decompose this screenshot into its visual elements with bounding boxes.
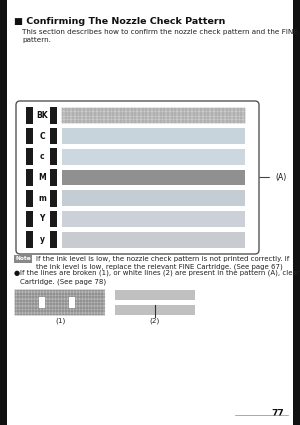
Bar <box>26 107 33 124</box>
Text: ●: ● <box>14 270 20 276</box>
Bar <box>62 149 245 164</box>
Text: y: y <box>40 235 44 244</box>
Bar <box>50 107 57 124</box>
Bar <box>26 210 33 227</box>
FancyBboxPatch shape <box>16 101 259 254</box>
Bar <box>50 169 57 186</box>
Bar <box>62 128 245 144</box>
Bar <box>26 128 33 144</box>
Bar <box>69 297 72 301</box>
Bar <box>0 0 7 425</box>
Text: M: M <box>38 173 46 182</box>
Bar <box>115 290 195 295</box>
Text: C: C <box>39 132 45 141</box>
Bar <box>14 255 32 263</box>
Bar <box>26 148 33 165</box>
Text: 77: 77 <box>271 409 284 418</box>
Bar <box>15 290 105 315</box>
Bar <box>72 297 74 301</box>
Bar <box>115 310 195 315</box>
Bar <box>62 190 245 206</box>
Bar <box>62 170 245 185</box>
Bar <box>50 148 57 165</box>
Bar <box>293 0 300 425</box>
Text: If the lines are broken (1), or white lines (2) are present in the pattern (A), : If the lines are broken (1), or white li… <box>20 270 300 285</box>
Bar <box>62 108 245 123</box>
Bar <box>72 304 74 308</box>
Text: (2): (2) <box>150 317 160 323</box>
Bar <box>50 231 57 248</box>
Text: BK: BK <box>36 111 48 120</box>
Bar <box>115 300 195 305</box>
Bar <box>115 305 195 310</box>
Bar <box>69 301 72 304</box>
Bar <box>50 128 57 144</box>
Bar <box>42 297 44 301</box>
Bar <box>115 295 195 300</box>
Text: This section describes how to confirm the nozzle check pattern and the FINE Cart: This section describes how to confirm th… <box>22 29 300 43</box>
Bar <box>72 301 74 304</box>
Bar <box>50 190 57 207</box>
Text: (1): (1) <box>55 317 65 323</box>
Bar <box>39 301 41 304</box>
Bar <box>50 210 57 227</box>
Bar <box>62 211 245 227</box>
Text: c: c <box>40 152 44 161</box>
Text: m: m <box>38 194 46 203</box>
Bar <box>62 232 245 247</box>
Bar <box>42 304 44 308</box>
Text: ■ Confirming The Nozzle Check Pattern: ■ Confirming The Nozzle Check Pattern <box>14 17 225 26</box>
Text: If the ink level is low, the nozzle check pattern is not printed correctly. If
t: If the ink level is low, the nozzle chec… <box>36 256 289 270</box>
Bar <box>42 301 44 304</box>
Text: Note: Note <box>15 257 31 261</box>
Text: Y: Y <box>39 215 45 224</box>
Bar <box>26 190 33 207</box>
Text: (A): (A) <box>260 173 286 182</box>
Bar <box>26 231 33 248</box>
Bar <box>39 297 41 301</box>
Bar <box>39 304 41 308</box>
Bar <box>26 169 33 186</box>
Bar <box>69 304 72 308</box>
